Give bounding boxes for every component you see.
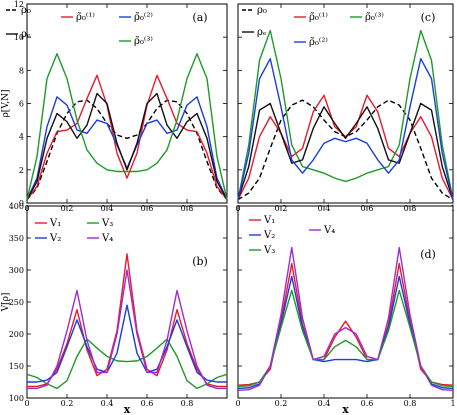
legend-label: V₁ — [263, 215, 275, 226]
series-line-1 — [27, 253, 227, 388]
legend-label: ρ̃₀⁽³⁾ — [365, 12, 384, 23]
legend-label: V₄ — [323, 225, 335, 236]
series-line-3 — [26, 96, 228, 200]
series-line-1 — [26, 99, 228, 201]
chart-panel-4: 0 0.2 0.4 0.6 0.8 1 (d) V₁ V₂ V₃ V₄ x — [235, 205, 456, 415]
series-line-2 — [26, 338, 228, 390]
x-tick-label: 0 — [24, 399, 29, 408]
legend-label: ρ̃₀⁽¹⁾ — [76, 12, 95, 23]
series-line-4 — [237, 102, 454, 200]
legend-label: V₃ — [263, 245, 275, 256]
legend-label: ρₑ — [21, 29, 31, 40]
legend-label: ρₑ — [257, 27, 267, 38]
x-tick-label: 0.8 — [181, 399, 194, 408]
legend-label: ρ̃₀⁽²⁾ — [309, 37, 328, 48]
x-tick-label: 0.6 — [141, 399, 154, 408]
y-tick-label: 200 — [9, 330, 24, 339]
series-line-4 — [26, 92, 228, 201]
y-tick-label: 2 — [19, 166, 24, 175]
panel-label: (a) — [192, 11, 207, 24]
y-axis-label: V[ρ] — [1, 293, 11, 313]
series-line-2 — [237, 275, 454, 390]
y-tick-label: 400 — [9, 202, 24, 211]
series-line-1 — [237, 99, 454, 201]
legend-label: ρ̃₀⁽³⁾ — [134, 36, 153, 47]
panel-label: (d) — [420, 248, 436, 261]
x-tick-label: 0.8 — [404, 399, 417, 408]
legend-label: ρ̃₀⁽¹⁾ — [309, 12, 328, 23]
series-line-4 — [237, 246, 454, 392]
legend-label: ρ₀ — [257, 5, 267, 16]
series-line-3 — [237, 289, 454, 388]
series-line-5 — [237, 58, 454, 200]
x-axis-label: x — [124, 403, 131, 415]
x-tick-label: 0.6 — [361, 399, 374, 408]
series-line-2 — [237, 94, 454, 200]
legend-label: V₃ — [101, 218, 113, 229]
y-tick-label: 8 — [19, 66, 24, 75]
series-line-2 — [26, 74, 228, 201]
legend-label: V₂ — [263, 230, 275, 241]
panel-label: (c) — [421, 11, 436, 24]
x-tick-label: 0.2 — [61, 399, 74, 408]
y-tick-label: 6 — [19, 100, 24, 109]
legend-label: V₂ — [49, 233, 61, 244]
chart-panel-3: 0 0.2 0.4 0.6 0.8 100 150 200 250 300 350 400 (b) V₁ V… — [1, 202, 228, 415]
series-line-4 — [27, 269, 227, 390]
chart-panel-1: 00.20.40.60.8024681012(a)ρ₀ρ̃₀⁽¹⁾ρ̃₀⁽²⁾ρ… — [1, 0, 228, 213]
y-tick-label: 150 — [9, 362, 24, 371]
y-tick-label: 4 — [19, 133, 24, 142]
y-tick-label: 300 — [9, 266, 24, 275]
y-axis-label: ρ[V,N] — [1, 90, 11, 118]
legend-label: V₁ — [49, 218, 61, 229]
plot-frame — [26, 3, 228, 204]
legend-label: ρ₀ — [21, 5, 31, 16]
x-axis-label: x — [342, 403, 349, 415]
x-tick-label: 1 — [450, 399, 455, 408]
x-tick-label: 0.4 — [318, 399, 331, 408]
y-tick-label: 0 — [19, 199, 24, 208]
x-tick-label: 0.4 — [101, 399, 114, 408]
series-line-3 — [237, 29, 454, 200]
y-tick-label: 350 — [9, 234, 24, 243]
series-line-3 — [27, 304, 227, 383]
chart-panel-2: 00.20.40.60.81(c)ρ₀ρ̃₀⁽¹⁾ρ̃₀⁽³⁾ρₑρ̃₀⁽²⁾ — [235, 3, 456, 213]
x-tick-label: 0 — [235, 399, 240, 408]
y-tick-label: 100 — [9, 394, 24, 403]
x-tick-label: 0.2 — [275, 399, 288, 408]
panel-label: (b) — [192, 255, 208, 268]
series-line-5 — [26, 53, 228, 200]
y-tick-label: 250 — [9, 298, 24, 307]
legend-label: V₄ — [101, 233, 113, 244]
y-tick-label: 10 — [14, 33, 24, 42]
legend-label: ρ̃₀⁽²⁾ — [134, 12, 153, 23]
y-tick-label: 12 — [14, 0, 24, 9]
